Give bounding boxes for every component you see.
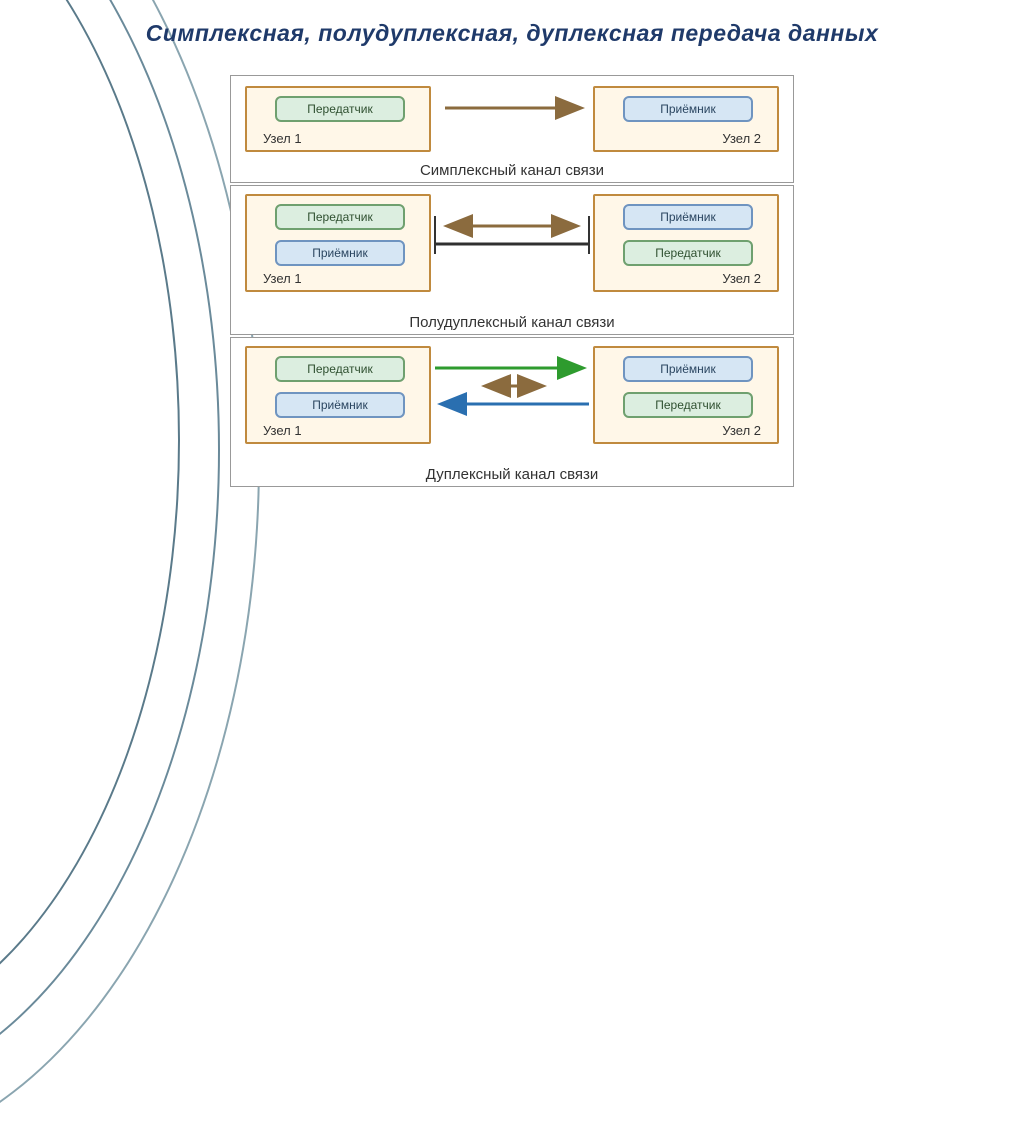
decorative-curve-3	[0, 0, 260, 1148]
section-fullduplex: Передатчик Приёмник Узел 1 Приёмник Пере…	[230, 337, 794, 487]
diagram-area: Передатчик Узел 1 Приёмник Узел 2 Симпле…	[230, 75, 794, 560]
section-halfduplex: Передатчик Приёмник Узел 1 Приёмник Пере…	[230, 185, 794, 335]
fullduplex-caption: Дуплексный канал связи	[231, 466, 793, 483]
page-title: Симплексная, полудуплексная, дуплексная …	[0, 20, 1024, 47]
halfduplex-arrows	[231, 186, 793, 334]
section-simplex: Передатчик Узел 1 Приёмник Узел 2 Симпле…	[230, 75, 794, 183]
fullduplex-arrows	[231, 338, 793, 486]
halfduplex-caption: Полудуплексный канал связи	[231, 314, 793, 331]
simplex-caption: Симплексный канал связи	[231, 162, 793, 179]
